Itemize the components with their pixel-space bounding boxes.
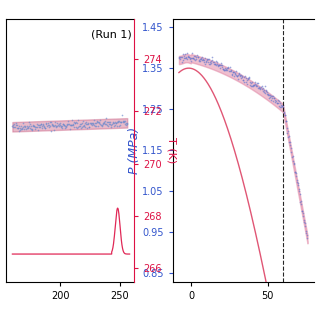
Y-axis label: T (K): T (K)	[166, 137, 176, 164]
Y-axis label: P (MPa): P (MPa)	[128, 127, 141, 174]
Text: (Run 1): (Run 1)	[91, 30, 132, 40]
